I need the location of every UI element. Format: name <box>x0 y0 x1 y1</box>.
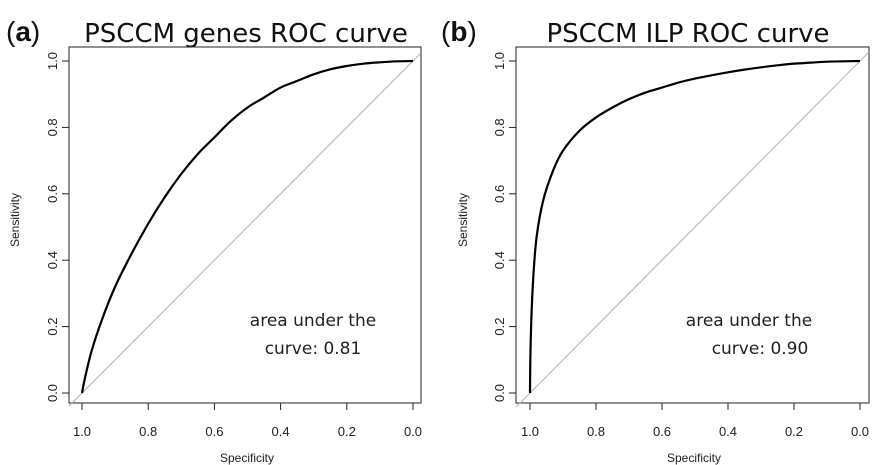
panel-b-y-tick-label: 0.0 <box>492 384 507 402</box>
panel-b-reference-diagonal <box>515 51 870 408</box>
panel-a: (a) PSCCM genes ROC curve area under the… <box>6 16 422 465</box>
panel-b-x-tick-label: 1.0 <box>521 424 539 439</box>
panel-b-frame <box>515 46 870 404</box>
panel-a-y-tick-label: 1.0 <box>45 52 60 70</box>
panel-b-ylabel: Sensitivity <box>456 193 470 247</box>
panel-a-y-tick-label: 0.4 <box>45 251 60 269</box>
panel-b-y-tick-label: 1.0 <box>492 52 507 70</box>
panel-b-annotation-line1: area under the <box>686 311 812 331</box>
panel-a-x-tick-label: 0.6 <box>205 424 223 439</box>
panel-a-y-tick-label: 0.2 <box>45 318 60 336</box>
panel-a-roc-curve <box>80 59 414 394</box>
panel-a-x-tick-label: 1.0 <box>73 424 91 439</box>
panel-b-roc-curve <box>528 59 861 394</box>
panel-b-letter: (b) <box>441 16 477 47</box>
panel-b-y-tick-label: 0.4 <box>492 251 507 269</box>
panel-a-plot-area: 1.0 0.8 0.6 0.4 0.2 0.0 0.0 0.2 0.4 0.6 0.8 1.0 <box>45 46 422 439</box>
panel-b-x-tick-label: 0.8 <box>587 424 605 439</box>
panel-a-annotation-line2: curve: 0.81 <box>265 339 362 359</box>
panel-a-xlabel: Specificity <box>220 451 274 465</box>
panel-a-letter: (a) <box>6 16 40 47</box>
panel-b-title: PSCCM ILP ROC curve <box>546 19 829 49</box>
panel-a-y-tick-label: 0.0 <box>45 384 60 402</box>
panel-b-x-tick-label: 0.6 <box>653 424 671 439</box>
panel-b-annotation-line2: curve: 0.90 <box>712 339 809 359</box>
panel-b-y-tick-label: 0.2 <box>492 318 507 336</box>
panel-b-x-tick-label: 0.0 <box>851 424 869 439</box>
panel-a-y-tick-label: 0.8 <box>45 118 60 136</box>
panel-b-plot-area: 1.0 0.8 0.6 0.4 0.2 0.0 0.0 0.2 0.4 0.6 0.8 1.0 <box>492 46 870 439</box>
panel-a-x-tick-label: 0.8 <box>139 424 157 439</box>
panel-a-reference-diagonal <box>68 52 422 407</box>
panel-a-y-tick-label: 0.6 <box>45 185 60 203</box>
panel-b-y-tick-label: 0.6 <box>492 185 507 203</box>
panel-b: (b) PSCCM ILP ROC curve area under the c… <box>441 16 870 465</box>
panel-b-xlabel: Specificity <box>667 451 721 465</box>
panel-a-frame <box>68 46 422 404</box>
panel-a-annotation-line1: area under the <box>250 311 376 331</box>
panel-b-x-tick-label: 0.4 <box>719 424 737 439</box>
panel-a-x-tick-label: 0.4 <box>272 424 290 439</box>
panel-b-x-tick-label: 0.2 <box>785 424 803 439</box>
panel-b-y-tick-label: 0.8 <box>492 118 507 136</box>
panel-a-ylabel: Sensitivity <box>8 193 22 247</box>
panel-a-title: PSCCM genes ROC curve <box>84 19 408 49</box>
panel-a-x-tick-label: 0.0 <box>404 424 422 439</box>
panel-a-x-tick-label: 0.2 <box>338 424 356 439</box>
